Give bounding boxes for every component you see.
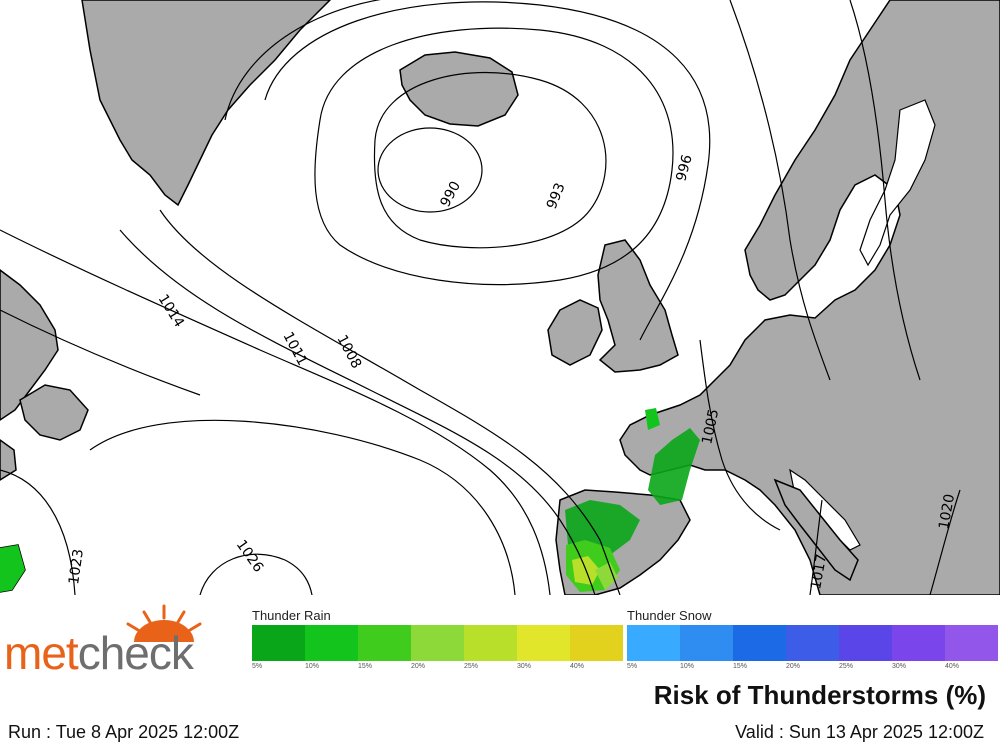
thunder-rain-swatch-5 [517,625,570,661]
isobars [0,0,961,595]
thunder-rain-tick-2: 15% [358,663,373,670]
thunder-rain-tick-0: 5% [252,663,263,670]
thunder-rain-tick-4: 25% [464,663,479,670]
valid-time: Valid : Sun 13 Apr 2025 12:00Z [735,722,984,742]
italy-landmass [773,478,859,582]
chart-title: Risk of Thunderstorms (%) [653,680,986,710]
thunder-rain-area [595,562,618,590]
thunder-rain-swatch-2 [358,625,411,661]
weather-map: 990 993 996 1014 1011 1008 1005 1023 102… [0,0,1000,595]
thunder-snow-tick-0: 5% [627,663,638,670]
thunder-rain-area [648,428,700,505]
thunder-snow-swatch-5 [892,625,945,661]
thunder-snow-tick-4: 25% [839,663,854,670]
thunder-snow-ticks: 5% 10% 15% 20% 25% 30% 40% [627,663,998,670]
thunder-snow-tick-1: 10% [680,663,695,670]
thunder-rain-swatch-4 [464,625,517,661]
sun-rays-icon [126,604,202,642]
thunder-rain-swatch-6 [570,625,623,661]
isobar-label: 996 [673,153,695,183]
thunder-rain-title: Thunder Rain [252,608,331,623]
thunder-rain-swatch-1 [305,625,358,661]
thunder-snow-tick-6: 40% [945,663,960,670]
thunder-snow-swatch-0 [627,625,680,661]
thunder-rain-ticks: 5% 10% 15% 20% 25% 30% 40% [252,663,623,670]
metcheck-logo[interactable]: metcheck [4,627,194,679]
thunder-rain-swatch-3 [411,625,464,661]
great-britain-landmass [597,239,679,373]
thunder-snow-tick-5: 30% [892,663,907,670]
canada-landmass [0,269,59,421]
thunder-snow-swatch-3 [786,625,839,661]
thunder-rain-area [645,408,660,430]
run-time: Run : Tue 8 Apr 2025 12:00Z [8,722,240,742]
thunder-rain-tick-5: 30% [517,663,532,670]
thunder-snow-title: Thunder Snow [627,608,712,623]
logo-check-text: check [77,627,194,679]
thunder-rain-swatch-0 [252,625,305,661]
isobar-label: 1020 [936,493,958,531]
logo-met-text: met [4,627,79,679]
iceland-landmass [399,51,519,127]
baltic-sea [859,99,936,267]
thunder-snow-swatch-6 [945,625,998,661]
thunder-snow-swatch-2 [733,625,786,661]
thunder-rain-scale [252,625,623,661]
thunder-snow-swatch-4 [839,625,892,661]
nova-scotia-landmass [0,439,17,481]
ireland-landmass [547,299,603,366]
isobar-label: 1017 [808,553,830,591]
thunder-rain-tick-1: 10% [305,663,320,670]
thunder-snow-scale [627,625,998,661]
thunder-snow-tick-3: 20% [786,663,801,670]
thunder-rain-tick-3: 20% [411,663,426,670]
isobar-label: 1023 [66,548,87,586]
isobar-label: 1005 [699,408,722,446]
thunder-rain-area [0,545,25,592]
thunder-snow-swatch-1 [680,625,733,661]
thunder-rain-tick-6: 40% [570,663,585,670]
newfoundland-landmass [19,384,89,441]
greenland-landmass [81,0,332,207]
thunder-snow-tick-2: 15% [733,663,748,670]
